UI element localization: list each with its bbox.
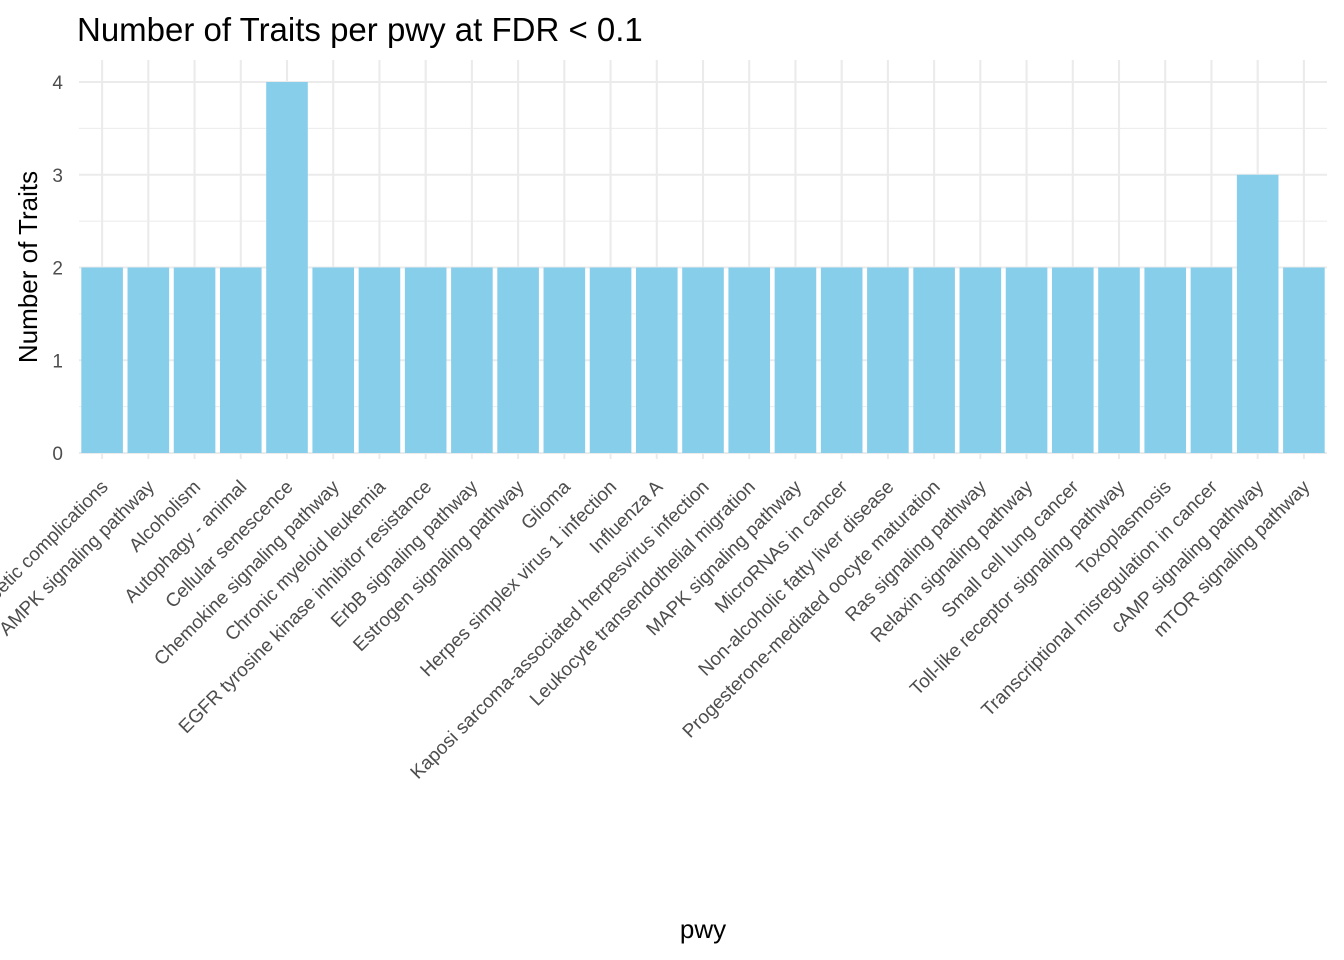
bar <box>1005 267 1048 453</box>
bar <box>774 267 817 453</box>
chart-title: Number of Traits per pwy at FDR < 0.1 <box>77 11 643 48</box>
y-tick-label: 2 <box>52 259 63 280</box>
bar <box>820 267 863 453</box>
bars <box>81 82 1325 453</box>
bar <box>913 267 955 453</box>
bar <box>451 267 493 453</box>
bar <box>1190 267 1233 453</box>
bar <box>81 267 123 453</box>
bar <box>127 267 170 453</box>
y-tick-label: 3 <box>52 166 63 187</box>
bar <box>682 267 724 453</box>
bar <box>219 267 262 453</box>
bar <box>173 267 216 453</box>
bar <box>1283 267 1325 453</box>
bar <box>589 267 632 453</box>
bar <box>959 267 1002 453</box>
y-axis-title: Number of Traits <box>13 171 43 363</box>
x-axis-title: pwy <box>680 914 726 944</box>
bar <box>266 82 308 453</box>
bar <box>358 267 401 453</box>
bar <box>1144 267 1187 453</box>
y-tick-label: 1 <box>52 351 63 372</box>
y-tick-label: 4 <box>52 73 63 94</box>
bar <box>497 267 539 453</box>
bar <box>728 267 771 453</box>
bar <box>1051 267 1094 453</box>
bar <box>543 267 586 453</box>
bar <box>312 267 355 453</box>
bar <box>635 267 678 453</box>
bar <box>1236 174 1279 453</box>
y-axis-ticks: 0 1 2 3 4 <box>52 73 63 465</box>
y-tick-label: 0 <box>52 444 63 465</box>
x-axis-ticks: AGE-RAGE signaling pathway in diabetic c… <box>0 453 1315 822</box>
bar <box>867 267 909 453</box>
bar <box>1098 267 1140 453</box>
bar <box>404 267 447 453</box>
